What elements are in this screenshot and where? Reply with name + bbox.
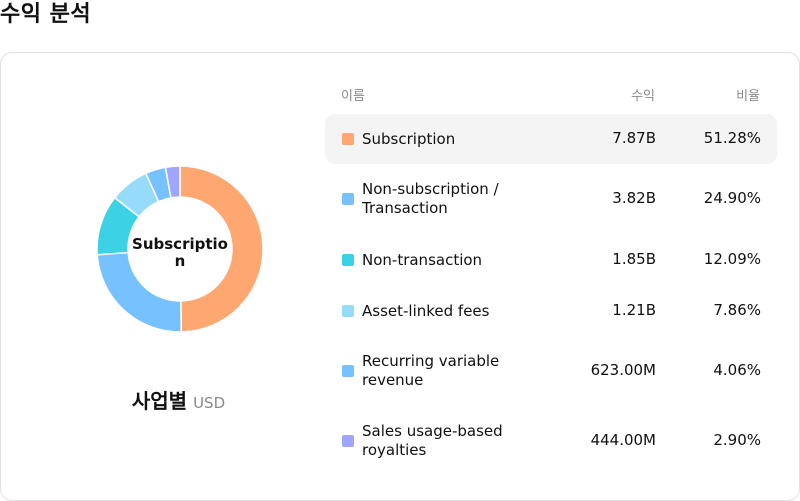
row-ratio: 51.28% — [703, 129, 761, 147]
row-name: Subscription — [362, 129, 456, 148]
caption-segment-label: 사업별 — [131, 389, 188, 413]
legend-swatch — [342, 254, 354, 266]
donut-slice[interactable] — [164, 165, 181, 199]
header-revenue: 수익 — [631, 89, 655, 104]
table-row[interactable]: Non-subscription / Transaction 3.82B 24.90… — [325, 174, 777, 224]
legend-swatch — [342, 193, 354, 205]
table-row[interactable]: Recurring variable revenue 623.00M 4.06% — [325, 346, 777, 396]
header-ratio: 비율 — [736, 89, 760, 104]
row-ratio: 7.86% — [713, 301, 761, 319]
legend-swatch — [342, 365, 354, 377]
row-revenue: 623.00M — [590, 361, 656, 379]
table-header: 이름 수익 비율 — [325, 85, 777, 105]
row-name: Non-subscription / Transaction — [362, 180, 499, 217]
row-name: Non-transaction — [362, 250, 483, 269]
donut-caption: 사업별 USD — [1, 385, 356, 414]
donut-center-label: Subscription — [132, 235, 228, 270]
row-revenue: 1.85B — [612, 250, 656, 268]
row-revenue: 1.21B — [612, 301, 656, 319]
table-row[interactable]: Subscription 7.87B 51.28% — [325, 114, 777, 164]
page-title: 수익 분석 — [0, 2, 92, 27]
row-ratio: 12.09% — [703, 250, 761, 268]
row-ratio: 2.90% — [713, 431, 761, 449]
donut-chart — [96, 165, 264, 333]
donut-panel: Subscription 사업별 USD — [1, 53, 356, 501]
row-name: Asset-linked fees — [362, 301, 490, 320]
caption-unit: USD — [193, 394, 226, 412]
row-revenue: 444.00M — [590, 431, 656, 449]
legend-swatch — [342, 305, 354, 317]
row-name: Sales usage-based royalties — [362, 422, 503, 459]
row-ratio: 4.06% — [713, 361, 761, 379]
table-row[interactable]: Sales usage-based royalties 444.00M 2.90% — [325, 416, 777, 466]
legend-swatch — [342, 133, 354, 145]
table-row[interactable]: Asset-linked fees 1.21B 7.86% — [325, 286, 777, 336]
row-ratio: 24.90% — [703, 189, 761, 207]
legend-swatch — [342, 435, 354, 447]
revenue-analysis-card: Subscription 사업별 USD 이름 수익 비율 Subscriptio… — [0, 52, 800, 501]
header-name: 이름 — [341, 89, 365, 104]
table-row[interactable]: Non-transaction 1.85B 12.09% — [325, 235, 777, 285]
row-revenue: 3.82B — [612, 189, 656, 207]
row-name: Recurring variable revenue — [362, 352, 500, 389]
row-revenue: 7.87B — [612, 129, 656, 147]
donut-slice[interactable] — [179, 165, 264, 333]
